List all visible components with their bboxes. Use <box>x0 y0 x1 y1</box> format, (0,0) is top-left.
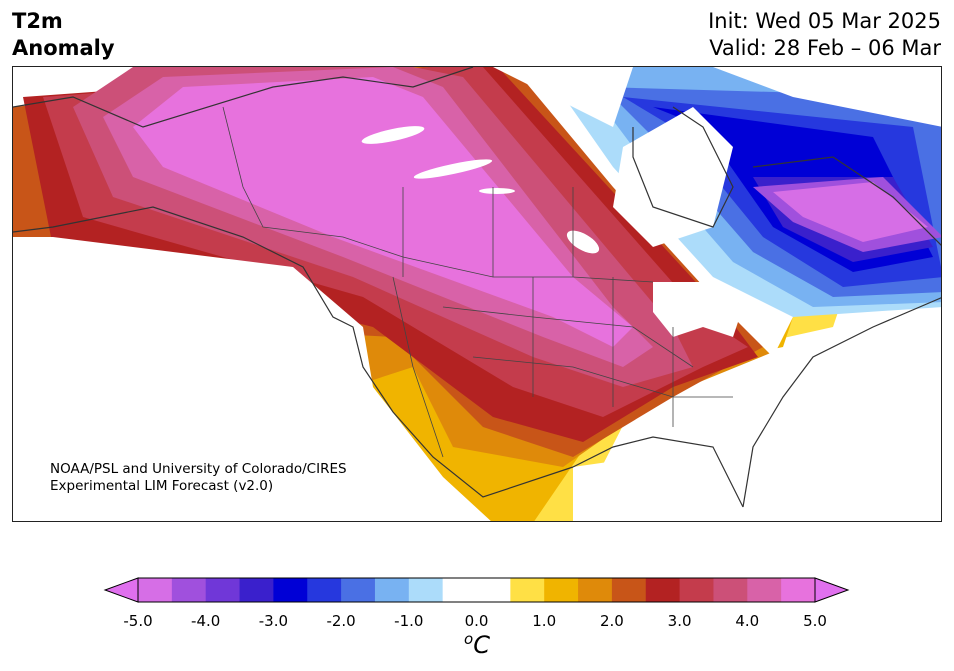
colorbar-tick-label: -5.0 <box>123 612 153 630</box>
title-line-1: T2m <box>12 9 63 33</box>
unit-degree-sup: o <box>464 630 474 648</box>
colorbar-segments <box>138 578 816 602</box>
colorbar-segment <box>544 578 579 602</box>
colorbar-segment <box>611 578 647 602</box>
colorbar-segment <box>713 578 748 602</box>
anomaly-map: NOAA/PSL and University of Colorado/CIRE… <box>12 66 942 522</box>
atlantic-ocean <box>733 317 941 521</box>
colorbar-segment <box>679 578 714 602</box>
colorbar-segment <box>510 578 545 602</box>
colorbar-min-arrow <box>103 577 139 603</box>
title-line-2: Anomaly <box>12 36 115 60</box>
colorbar-segment <box>374 578 410 602</box>
colorbar-max-arrow <box>814 577 850 603</box>
colorbar-segment <box>476 578 511 602</box>
arctic-ocean-area <box>493 67 633 127</box>
colorbar-segment <box>171 578 207 602</box>
colorbar-segment <box>781 578 816 602</box>
colorbar-segment <box>239 578 274 602</box>
credit-line-2: Experimental LIM Forecast (v2.0) <box>50 478 274 494</box>
data-credit: NOAA/PSL and University of Colorado/CIRE… <box>50 461 347 495</box>
great-bear-lake <box>361 126 425 144</box>
colorbar-tick-labels: -5.0 -4.0 -3.0 -2.0 -1.0 0.0 1.0 2.0 3.0 4.0 5.0 <box>0 612 954 632</box>
colorbar-tick-label: 0.0 <box>464 612 489 630</box>
init-date: Init: Wed 05 Mar 2025 <box>708 9 941 33</box>
colorbar-segment <box>442 578 477 602</box>
colorbar-segment <box>273 578 308 602</box>
anomaly-map-canvas <box>13 67 941 521</box>
unit-base: C <box>473 631 490 659</box>
colorbar-segment <box>138 578 173 602</box>
colorbar-tick-label: 1.0 <box>532 612 557 630</box>
valid-range: Valid: 28 Feb – 06 Mar <box>709 36 941 60</box>
political-borders <box>222 106 733 458</box>
colorbar-segment <box>747 578 782 602</box>
great-lakes <box>653 282 743 337</box>
colorbar-tick-label: 4.0 <box>735 612 760 630</box>
colorbar-segment <box>307 578 342 602</box>
colorbar <box>103 577 850 603</box>
colorbar-segment <box>205 578 241 602</box>
great-slave-lake <box>413 159 493 179</box>
colorbar-tick-label: 3.0 <box>667 612 692 630</box>
colorbar-tick-label: -3.0 <box>258 612 289 630</box>
lake-athabasca <box>479 188 515 194</box>
colorbar-tick-label: -1.0 <box>394 612 424 630</box>
lake-winnipeg <box>566 230 600 254</box>
colorbar-tick-label: 5.0 <box>803 612 827 630</box>
coastlines <box>13 67 941 508</box>
greenland-north <box>713 67 941 127</box>
hudson-bay <box>613 107 733 247</box>
colorbar-unit: oC <box>464 630 490 659</box>
colorbar-segment <box>578 578 613 602</box>
colorbar-tick-label: -2.0 <box>326 612 356 630</box>
colorbar-tick-label: -4.0 <box>191 612 221 630</box>
colorbar-segment <box>341 578 376 602</box>
forecast-dates: Init: Wed 05 Mar 2025 Valid: 28 Feb – 06… <box>708 8 941 62</box>
colorbar-segment <box>645 578 681 602</box>
colorbar-segment <box>408 578 444 602</box>
map-title: T2m Anomaly <box>12 8 115 62</box>
pacific-ocean <box>13 237 491 521</box>
gulf-of-mexico <box>573 447 733 521</box>
colorbar-outline <box>137 577 816 603</box>
anomaly-band-5c <box>133 77 633 347</box>
colorbar-tick-label: 2.0 <box>599 612 624 630</box>
credit-line-1: NOAA/PSL and University of Colorado/CIRE… <box>50 461 347 477</box>
anomaly-band-minus-4c <box>773 182 928 242</box>
